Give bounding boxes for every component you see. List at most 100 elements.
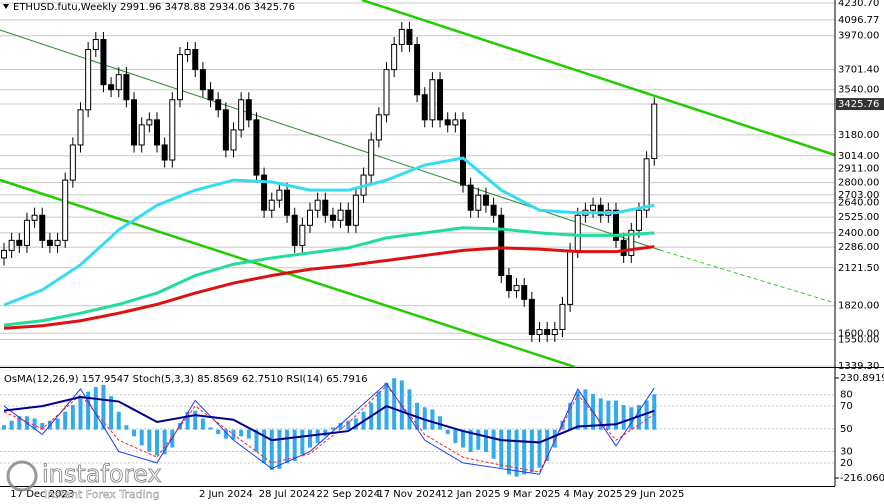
y-tick-label: 2703.00 <box>838 190 879 201</box>
menu-arrow[interactable] <box>3 4 9 9</box>
x-tick-label: 17 Dec 2023 <box>10 489 74 500</box>
osma-bar <box>392 378 397 430</box>
indicator-line <box>3 384 655 473</box>
candle-body <box>192 49 199 71</box>
osma-bar <box>315 429 320 444</box>
candle-body <box>414 44 421 96</box>
candle-body <box>421 94 428 121</box>
y2-tick-label: 80 <box>840 390 853 401</box>
candle-body <box>146 119 153 126</box>
osma-bar <box>614 400 618 430</box>
y-tick-label: -216.0603 <box>840 473 884 484</box>
y-tick-label: 2800.00 <box>838 178 879 189</box>
candle-body <box>467 184 474 211</box>
candle-body <box>154 119 160 146</box>
candle-body <box>85 49 92 111</box>
candle-body <box>628 229 635 256</box>
candle-body <box>77 109 84 146</box>
osma-bar <box>32 418 37 430</box>
candle-body <box>651 103 658 160</box>
candle-body <box>536 329 543 336</box>
candle-body <box>337 209 344 221</box>
candle-body <box>590 204 597 211</box>
y-tick-label: 3701.40 <box>838 64 879 75</box>
indicator-line <box>3 395 655 444</box>
price-plot <box>1 21 658 343</box>
osma-bar <box>491 429 496 459</box>
osma-bar <box>468 429 473 453</box>
candle-body <box>222 109 229 151</box>
candle-body <box>383 69 390 116</box>
osma-bar <box>422 407 427 430</box>
candle-body <box>199 69 206 91</box>
osma-bar <box>330 427 335 430</box>
y-tick-label: 1600.00 <box>838 328 879 339</box>
y-tick-label: 2121.50 <box>838 263 879 274</box>
candle-body <box>613 209 619 241</box>
y2-tick-label: 20 <box>840 458 853 469</box>
candle-body <box>276 189 283 201</box>
candle-body <box>69 144 76 181</box>
y-tick-label: 2911.00 <box>838 164 879 175</box>
osma-bar <box>55 418 60 430</box>
candle-body <box>329 214 336 221</box>
trend-line <box>0 29 661 251</box>
candle-body <box>138 124 145 146</box>
x-tick-label: 17 Nov 2024 <box>377 489 441 500</box>
osma-bar <box>193 410 198 430</box>
candle-body <box>307 209 313 226</box>
candle-body <box>46 239 53 246</box>
moving-average <box>3 245 655 330</box>
y-tick-label: 2525.00 <box>838 212 879 223</box>
y-tick-label: 3014.00 <box>838 151 879 162</box>
osma-bar <box>545 429 550 461</box>
y-tick-label: 1550.00 <box>838 335 879 346</box>
candle-body <box>314 199 321 211</box>
osma-bar <box>552 429 557 448</box>
osma-bar <box>606 400 611 430</box>
candle-body <box>54 239 61 246</box>
candle-body <box>352 194 359 226</box>
candle-body <box>31 214 38 221</box>
candle-body <box>559 303 566 331</box>
candle-body <box>253 119 260 176</box>
chart-title: ETHUSD.futu,Weekly 2991.96 3478.88 2934.… <box>13 2 295 13</box>
x-tick-label: 4 May 2025 <box>564 489 623 500</box>
x-tick-label: 2 Jun 2024 <box>199 489 253 500</box>
y-tick-label: 2286.00 <box>838 242 879 253</box>
osma-bar <box>101 384 106 430</box>
y-tick-label: 2640.00 <box>838 198 879 209</box>
y-tick-label: 2400.00 <box>838 228 879 239</box>
candle-body <box>498 214 505 277</box>
osma-bar <box>70 405 75 430</box>
osma-bar <box>78 398 83 430</box>
candle-body <box>322 199 329 216</box>
y-tick-label: 3970.00 <box>838 31 879 42</box>
osma-bar <box>338 422 343 430</box>
candle-body <box>131 99 138 146</box>
candle-body <box>115 74 122 91</box>
x-tick-label: 29 Jun 2025 <box>624 489 684 500</box>
osma-bar <box>499 429 504 468</box>
y2-tick-label: 70 <box>840 401 853 412</box>
candle-body <box>643 158 650 211</box>
candle-body <box>375 114 382 141</box>
osma-bar <box>147 429 152 453</box>
osma-bar <box>461 429 465 448</box>
candle-body <box>215 99 222 111</box>
y-tick-label: 4230.70 <box>838 0 879 9</box>
watermark: instaforex Instant Forex Trading <box>6 460 162 501</box>
osma-bar <box>93 387 98 430</box>
osma-bar <box>254 429 259 453</box>
price-label-bg <box>836 98 884 111</box>
osma-bar <box>430 409 435 430</box>
osma-bar <box>292 429 297 461</box>
osma-bar <box>476 429 481 450</box>
osma-bar <box>407 389 412 430</box>
osma-bar <box>598 398 603 430</box>
osma-bar <box>9 420 14 430</box>
osma-bar <box>277 429 282 469</box>
osma-bar <box>223 429 228 439</box>
osma-bar <box>652 394 657 430</box>
